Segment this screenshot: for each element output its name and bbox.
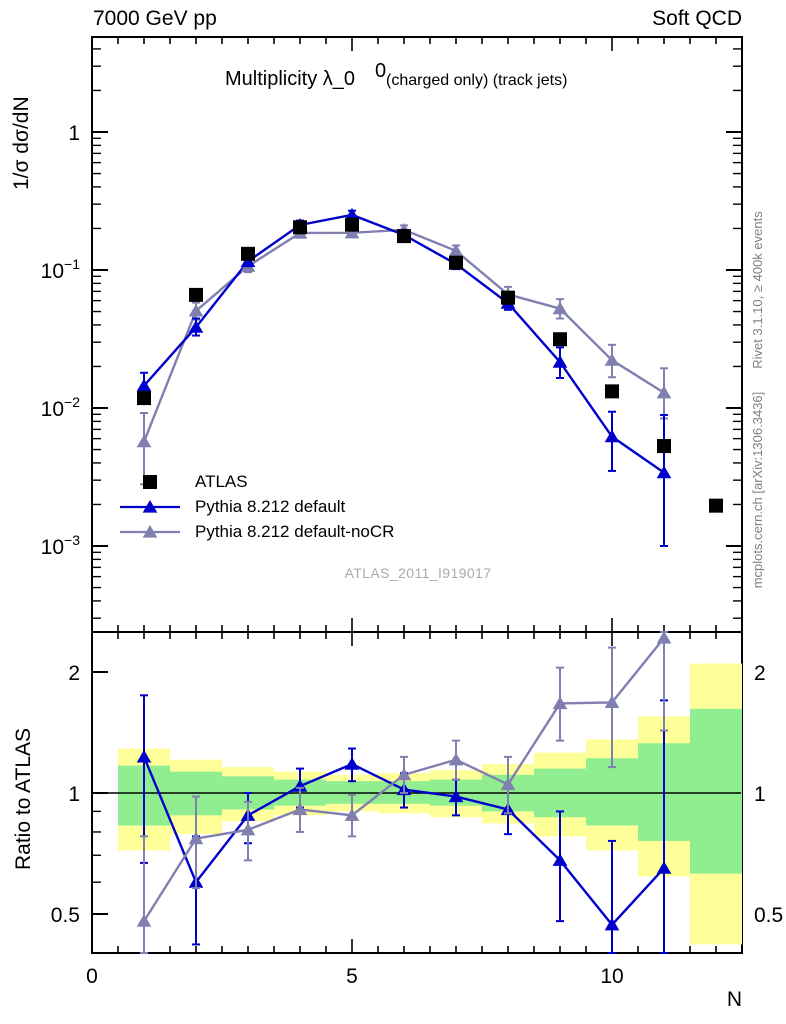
data-marker-square [143,475,157,489]
mcplots-reference-note: mcplots.cern.ch [arXiv:1306.3436] [750,392,765,589]
data-marker-triangle [136,749,152,763]
main-panel-ticks [91,37,743,632]
data-marker-square [553,332,567,347]
x-tick-label: 0 [86,965,98,988]
series-line [143,213,665,474]
ratio-y-tick-labels: 210.5 [51,662,80,927]
data-marker-square [189,287,203,302]
header-right-process: Soft QCD [652,7,742,30]
main-panel-data [136,207,723,547]
series-line [142,228,665,443]
x-axis-label: N [727,988,742,1011]
main-y-tick-labels: 1 10−1 10−2 10−3 [41,122,81,559]
data-marker-triangle [142,500,158,513]
data-marker-triangle [656,465,672,479]
data-marker-square [449,255,463,270]
data-marker-triangle [188,320,204,333]
data-marker-square [137,391,151,406]
legend[interactable]: ATLAS Pythia 8.212 default Pythia 8.212 de… [120,472,394,541]
ratio-panel-data [136,631,672,954]
legend-label: ATLAS [195,472,248,491]
main-y-tick-label: 10−2 [41,394,81,421]
ratio-uncertainty-bands [118,663,742,945]
ratio-y-tick-label: 1 [68,783,80,806]
data-marker-triangle [448,789,464,803]
legend-item[interactable]: Pythia 8.212 default-noCR [120,522,394,541]
data-marker-square [293,220,307,235]
data-marker-triangle [552,355,568,368]
data-marker-triangle [656,631,672,644]
ratio-y-tick-label-right: 1 [754,783,766,806]
data-marker-triangle [448,752,464,766]
data-marker-triangle [136,434,152,448]
data-marker-triangle [604,353,620,366]
data-marker-triangle [142,525,158,538]
plot-title-main: Multiplicity λ_0 [225,68,355,90]
data-marker-triangle [396,767,412,781]
ratio-y-axis-label: Ratio to ATLAS [12,728,35,870]
main-y-tick-label: 1 [68,122,80,145]
data-marker-triangle [136,914,152,927]
analysis-watermark: ATLAS_2011_I919017 [345,565,492,581]
data-marker-triangle [552,853,568,866]
data-marker-triangle [604,429,620,443]
legend-label: Pythia 8.212 default [195,497,346,516]
plot-title-superscript: 0 [375,60,386,82]
ratio-y-tick-labels-right: 210.5 [754,662,783,927]
ratio-y-tick-label-right: 2 [754,662,766,685]
data-marker-triangle [656,385,672,399]
data-marker-triangle [344,225,360,239]
data-marker-triangle [552,301,568,315]
data-marker-square [241,246,255,261]
data-marker-triangle [604,917,620,931]
plot-title-qualifier: (charged only) (track jets) [386,72,567,89]
x-tick-label: 10 [600,965,623,988]
data-marker-triangle [604,695,620,709]
legend-item[interactable]: ATLAS [143,472,248,491]
legend-label: Pythia 8.212 default-noCR [195,522,394,541]
data-marker-square [501,290,515,305]
data-marker-triangle [552,696,568,710]
data-marker-square [605,384,619,399]
main-y-tick-label: 10−1 [41,256,81,283]
main-y-axis-label: 1/σ dσ/dN [10,96,33,190]
data-marker-square [657,439,671,454]
data-marker-triangle [344,808,360,821]
ratio-y-tick-label: 2 [68,662,80,685]
header-left-beam: 7000 GeV pp [93,7,217,30]
x-tick-labels: 0 5 10 [86,965,624,988]
data-marker-triangle [344,757,360,770]
data-marker-triangle [136,378,152,392]
data-marker-triangle [240,822,256,836]
ratio-y-tick-label-right: 0.5 [754,904,783,927]
ratio-y-tick-label: 0.5 [51,904,80,927]
data-marker-triangle [188,303,204,317]
rivet-version-note: Rivet 3.1.10, ≥ 400k events [750,211,765,369]
data-marker-triangle [292,802,308,816]
data-marker-square [397,229,411,244]
data-marker-triangle [500,777,516,791]
data-marker-square [345,217,359,232]
x-tick-label: 5 [346,965,358,988]
ratio-band-inner [586,758,638,826]
ratio-band-inner [690,708,742,874]
data-marker-triangle [188,831,204,845]
main-y-tick-label: 10−3 [41,532,81,559]
data-marker-triangle [448,243,464,257]
data-marker-triangle [344,207,360,221]
data-marker-triangle [656,861,672,874]
data-marker-square [709,498,723,513]
legend-item[interactable]: Pythia 8.212 default [120,497,346,516]
